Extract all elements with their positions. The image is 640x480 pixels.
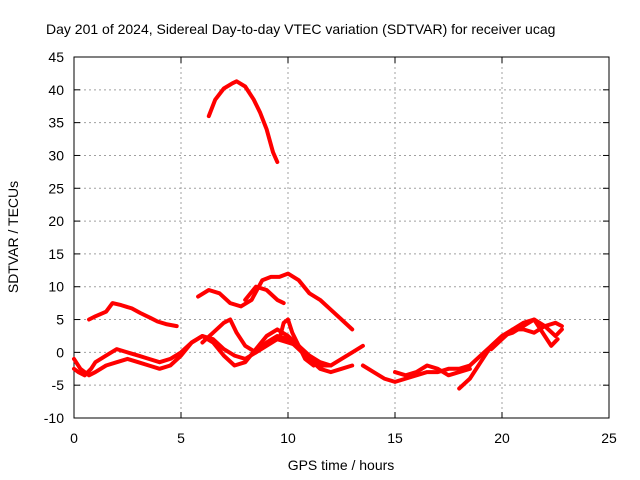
x-axis-label: GPS time / hours: [288, 457, 395, 473]
x-tick-label: 15: [387, 430, 403, 446]
series-arc-evening: [360, 320, 564, 384]
series-group: [72, 79, 564, 391]
y-tick-label: 5: [56, 312, 64, 328]
y-tick-label: 15: [48, 246, 64, 262]
series-arc-c: [200, 317, 333, 368]
y-tick-label: 20: [48, 213, 64, 229]
y-tick-label: 0: [56, 344, 64, 360]
y-tick-label: 45: [48, 49, 64, 65]
x-tick-label: 5: [177, 430, 185, 446]
x-tick-label: 10: [280, 430, 296, 446]
x-tick-label: 20: [494, 430, 510, 446]
series-arc-evening-2: [393, 363, 472, 378]
y-tick-label: -10: [44, 410, 64, 426]
x-tick-label: 0: [70, 430, 78, 446]
series-arc-d: [277, 317, 316, 368]
y-axis-label: SDTVAR / TECUs: [5, 181, 21, 293]
x-tick-label: 25: [601, 430, 617, 446]
y-tick-label: 30: [48, 147, 64, 163]
plot-frame: [73, 56, 610, 419]
grid: [74, 57, 609, 418]
series-arc-morning: [87, 301, 179, 329]
y-tick-label: -5: [52, 377, 65, 393]
series-arc-high: [206, 79, 280, 164]
y-tick-label: 25: [48, 180, 64, 196]
y-tick-label: 35: [48, 115, 64, 131]
series-arc-midday-2: [243, 284, 286, 306]
y-tick-label: 40: [48, 82, 64, 98]
series-arc-midday: [196, 271, 355, 332]
series-arc-late: [457, 317, 564, 391]
series-arc-late-2: [489, 317, 560, 352]
chart-title: Day 201 of 2024, Sidereal Day-to-day VTE…: [46, 21, 555, 37]
axis-ticks: -10 -5 0 5 10 15 20 25 30 35 40 45 0 5 10 15 20 25: [44, 49, 617, 446]
y-tick-label: 10: [48, 279, 64, 295]
